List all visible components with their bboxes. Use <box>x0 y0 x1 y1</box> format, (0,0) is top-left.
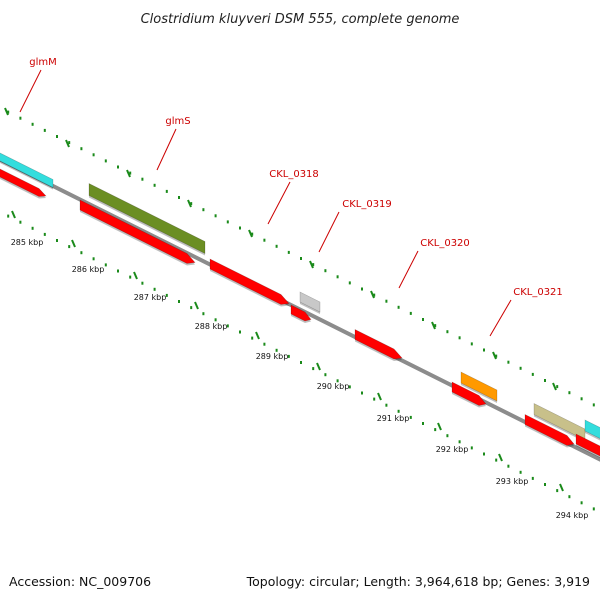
scale-tick-label: 292 kbp <box>436 445 469 454</box>
scale-tick-label: 286 kbp <box>72 265 105 274</box>
scale-tick <box>71 239 76 248</box>
gene-edge-cyan-feature <box>584 419 600 439</box>
scale-tick-label: 287 kbp <box>134 293 167 302</box>
gene-CKL_0321 <box>460 371 498 402</box>
scale-tick-label: 289 kbp <box>256 352 289 361</box>
upper-major-tick <box>552 382 557 391</box>
scale-tick <box>437 422 442 431</box>
gene-label-glmM: glmM <box>29 57 57 68</box>
gene-CKL_0319-cds <box>290 304 312 322</box>
genome-summary-text: Topology: circular; Length: 3,964,618 bp… <box>246 574 590 589</box>
scale-tick <box>559 483 564 492</box>
upper-tick-row <box>7 110 595 407</box>
scale-tick-label: 290 kbp <box>317 382 350 391</box>
leader-line <box>398 250 419 289</box>
gene-glmM-cds <box>0 168 47 197</box>
scale-tick <box>133 271 138 280</box>
label-layer: glmM glmS CKL_0318 CKL_0319 CKL_0320 CKL_0321 <box>19 57 563 337</box>
gene-CKL_0320 <box>354 329 403 360</box>
gene-khaki-cds <box>524 414 575 446</box>
scale-tick-label: 293 kbp <box>496 477 529 486</box>
gene-glmM <box>0 152 54 188</box>
scale-tick <box>377 392 382 401</box>
gene-layer <box>0 152 600 458</box>
scale-tick-row <box>7 214 595 511</box>
map-title: Clostridium kluyveri DSM 555, complete g… <box>141 12 460 27</box>
gene-label-CKL_0319: CKL_0319 <box>342 199 392 210</box>
leader-line <box>19 69 42 113</box>
gene-label-CKL_0318: CKL_0318 <box>269 169 319 180</box>
upper-major-tick <box>4 107 9 116</box>
gene-label-CKL_0321: CKL_0321 <box>513 287 563 298</box>
scale-tick <box>316 362 321 371</box>
leader-line <box>267 181 291 225</box>
scale-tick <box>194 301 199 310</box>
gene-label-glmS: glmS <box>165 116 190 127</box>
gene-CKL_0318 <box>209 258 290 305</box>
upper-major-tick <box>309 260 314 269</box>
gene-glmS <box>88 183 206 254</box>
gene-glmS-cds <box>79 199 196 264</box>
upper-major-tick <box>126 169 131 178</box>
scale-tick-label: 291 kbp <box>377 414 410 423</box>
upper-major-tick <box>370 290 375 299</box>
leader-line <box>156 128 177 171</box>
scale-tick-label: 285 kbp <box>11 238 44 247</box>
gene-label-CKL_0320: CKL_0320 <box>420 238 470 249</box>
scale-tick-label: 294 kbp <box>556 511 589 520</box>
scale-layer: 285 kbp 286 kbp 287 kbp 288 kbp 289 kbp 290 k… <box>4 107 589 520</box>
gene-edge-cds <box>575 433 600 457</box>
leader-line <box>489 299 512 337</box>
upper-major-tick <box>492 351 497 360</box>
scale-tick <box>498 453 503 462</box>
leader-line <box>318 211 340 253</box>
upper-major-tick <box>431 321 436 330</box>
scale-tick <box>11 210 16 219</box>
accession-text: Accession: NC_009706 <box>9 574 151 589</box>
gene-CKL_0319 <box>299 291 321 313</box>
ring-layer <box>0 110 600 511</box>
scale-tick-label: 288 kbp <box>195 322 228 331</box>
upper-major-tick <box>65 139 70 148</box>
upper-major-tick <box>248 229 253 238</box>
scale-tick <box>255 331 260 340</box>
gene-CKL_0321-cds <box>451 381 487 406</box>
upper-major-tick <box>187 199 192 208</box>
